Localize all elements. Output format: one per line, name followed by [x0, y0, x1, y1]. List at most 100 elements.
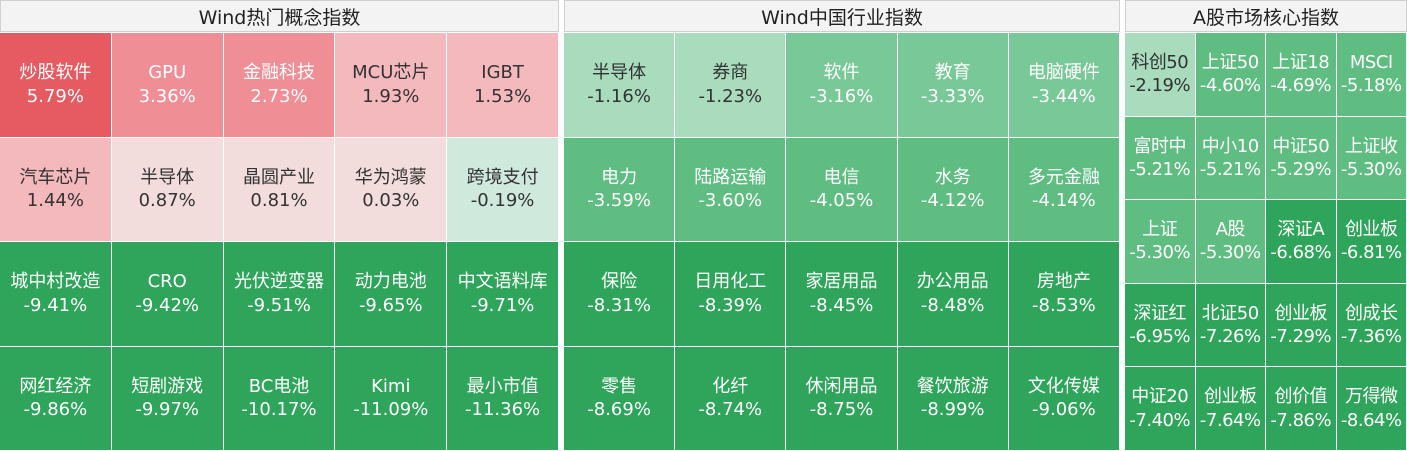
heatmap-cell[interactable]: 华为鸿蒙 0.03% — [335, 137, 448, 242]
heatmap-cell[interactable]: 万得微 -8.64% — [1336, 367, 1407, 451]
cell-value: -5.30% — [1199, 242, 1261, 264]
heatmap-cell[interactable]: 科创50 -2.19% — [1125, 33, 1196, 117]
heatmap-cell[interactable]: 创成长 -7.36% — [1336, 283, 1407, 368]
heatmap-cell[interactable]: 汽车芯片 1.44% — [0, 137, 112, 242]
heatmap-cell[interactable]: 富时中 -5.21% — [1125, 116, 1196, 201]
heatmap-cell[interactable]: 零售 -8.69% — [564, 346, 676, 451]
cell-value: -7.40% — [1129, 409, 1191, 431]
heatmap-cell[interactable]: 半导体 -1.16% — [564, 33, 676, 138]
heatmap-cell[interactable]: 创业板 -6.81% — [1336, 200, 1407, 284]
heatmap-cell[interactable]: 电力 -3.59% — [564, 137, 676, 242]
heatmap-cell[interactable]: 多元金融 -4.14% — [1008, 137, 1120, 242]
heatmap-cell[interactable]: 上证18 -4.69% — [1266, 33, 1337, 117]
heatmap-cell[interactable]: 跨境支付 -0.19% — [447, 137, 559, 242]
heatmap-cell[interactable]: 创业板 -7.29% — [1266, 283, 1337, 368]
cell-value: -4.05% — [809, 190, 874, 212]
heatmap-cell[interactable]: 中证20 -7.40% — [1125, 367, 1196, 451]
cell-name: 保险 — [601, 271, 638, 293]
cell-name: 水务 — [934, 166, 971, 188]
cell-name: 中小10 — [1201, 135, 1259, 157]
industry-index-grid: 半导体 -1.16% 券商 -1.23% 软件 -3.16% 教育 -3.33% 电脑硬件 -3.… — [564, 33, 1120, 451]
a-share-core-index-grid: 科创50 -2.19% 上证50 -4.60% 上证18 -4.69% MSCI -5.18%… — [1125, 33, 1407, 451]
heatmap-cell[interactable]: 中小10 -5.21% — [1195, 116, 1266, 201]
heatmap-cell[interactable]: 城中村改造 -9.41% — [0, 242, 112, 347]
cell-value: -7.29% — [1270, 326, 1332, 348]
cell-value: -8.69% — [587, 399, 651, 421]
heatmap-cell[interactable]: 上证收 -5.30% — [1336, 116, 1407, 201]
heatmap-cell[interactable]: 休闲用品 -8.75% — [786, 346, 898, 451]
cell-value: -5.21% — [1129, 158, 1191, 180]
cell-name: 炒股软件 — [19, 62, 92, 84]
cell-name: 零售 — [601, 375, 638, 397]
heatmap-cell[interactable]: 电信 -4.05% — [786, 137, 898, 242]
cell-value: -4.12% — [920, 190, 985, 212]
cell-name: 半导体 — [592, 62, 647, 84]
heatmap-cell[interactable]: 光伏逆变器 -9.51% — [223, 242, 336, 347]
heatmap-cell[interactable]: 深证红 -6.95% — [1125, 283, 1196, 368]
cell-value: -3.16% — [809, 85, 874, 107]
heatmap-cell[interactable]: 半导体 0.87% — [111, 137, 224, 242]
cell-value: -8.75% — [809, 399, 874, 421]
cell-value: -10.17% — [241, 399, 317, 421]
cell-value: -4.69% — [1270, 75, 1332, 97]
heatmap-cell[interactable]: 中文语料库 -9.71% — [447, 242, 559, 347]
heatmap-cell[interactable]: GPU 3.36% — [111, 33, 224, 138]
heatmap-cell[interactable]: 电脑硬件 -3.44% — [1008, 33, 1120, 138]
cell-value: -1.23% — [698, 85, 763, 107]
heatmap-cell[interactable]: 保险 -8.31% — [564, 242, 676, 347]
heatmap-cell[interactable]: 券商 -1.23% — [675, 33, 787, 138]
cell-name: 上证 — [1142, 219, 1178, 241]
cell-value: -8.64% — [1340, 409, 1402, 431]
heatmap-cell[interactable]: 动力电池 -9.65% — [335, 242, 448, 347]
heatmap-cell[interactable]: 创价值 -7.86% — [1266, 367, 1337, 451]
cell-name: 创业板 — [1204, 386, 1257, 408]
heatmap-cell[interactable]: 房地产 -8.53% — [1008, 242, 1120, 347]
heatmap-cell[interactable]: 软件 -3.16% — [786, 33, 898, 138]
cell-name: MSCI — [1349, 51, 1393, 73]
heatmap-cell[interactable]: BC电池 -10.17% — [223, 346, 336, 451]
heatmap-cell[interactable]: IGBT 1.53% — [447, 33, 559, 138]
heatmap-cell[interactable]: 陆路运输 -3.60% — [675, 137, 787, 242]
cell-value: -8.48% — [920, 294, 985, 316]
cell-name: 汽车芯片 — [19, 166, 92, 188]
heatmap-cell[interactable]: 中证50 -5.29% — [1266, 116, 1337, 201]
heatmap-cell[interactable]: 深证A -6.68% — [1266, 200, 1337, 284]
cell-name: 电脑硬件 — [1027, 62, 1100, 84]
heatmap-cell[interactable]: 办公用品 -8.48% — [897, 242, 1009, 347]
heatmap-cell[interactable]: Kimi -11.09% — [335, 346, 448, 451]
cell-name: 教育 — [934, 62, 971, 84]
heatmap-cell[interactable]: A股 -5.30% — [1195, 200, 1266, 284]
heatmap-cell[interactable]: 文化传媒 -9.06% — [1008, 346, 1120, 451]
heatmap-cell[interactable]: 北证50 -7.26% — [1195, 283, 1266, 368]
heatmap-cell[interactable]: 晶圆产业 0.81% — [223, 137, 336, 242]
cell-value: -9.71% — [470, 294, 535, 316]
heatmap-cell[interactable]: 水务 -4.12% — [897, 137, 1009, 242]
heatmap-cell[interactable]: 化纤 -8.74% — [675, 346, 787, 451]
cell-value: 0.03% — [362, 190, 420, 212]
heatmap-cell[interactable]: 家居用品 -8.45% — [786, 242, 898, 347]
heatmap-cell[interactable]: 日用化工 -8.39% — [675, 242, 787, 347]
cell-name: 上证18 — [1272, 51, 1330, 73]
heatmap-cell[interactable]: MCU芯片 1.93% — [335, 33, 448, 138]
heatmap-cell[interactable]: 上证 -5.30% — [1125, 200, 1196, 284]
heatmap-cell[interactable]: 短剧游戏 -9.97% — [111, 346, 224, 451]
panel-title: A股市场核心指数 — [1125, 0, 1407, 32]
heatmap-cell[interactable]: 上证50 -4.60% — [1195, 33, 1266, 117]
heatmap-cell[interactable]: 炒股软件 5.79% — [0, 33, 112, 138]
heatmap-cell[interactable]: 创业板 -7.64% — [1195, 367, 1266, 451]
cell-value: -8.99% — [920, 399, 985, 421]
cell-value: -8.39% — [698, 294, 763, 316]
heatmap-cell[interactable]: CRO -9.42% — [111, 242, 224, 347]
cell-value: -4.14% — [1032, 190, 1096, 212]
cell-value: -9.42% — [135, 294, 200, 316]
heatmap-cell[interactable]: 餐饮旅游 -8.99% — [897, 346, 1009, 451]
cell-value: 0.81% — [250, 190, 308, 212]
heatmap-cell[interactable]: 最小市值 -11.36% — [447, 346, 559, 451]
heatmap-cell[interactable]: 金融科技 2.73% — [223, 33, 336, 138]
heatmap-cell[interactable]: MSCI -5.18% — [1336, 33, 1407, 117]
cell-value: -9.06% — [1032, 399, 1096, 421]
heatmap-cell[interactable]: 网红经济 -9.86% — [0, 346, 112, 451]
heatmap-cell[interactable]: 教育 -3.33% — [897, 33, 1009, 138]
cell-name: 短剧游戏 — [131, 375, 204, 397]
